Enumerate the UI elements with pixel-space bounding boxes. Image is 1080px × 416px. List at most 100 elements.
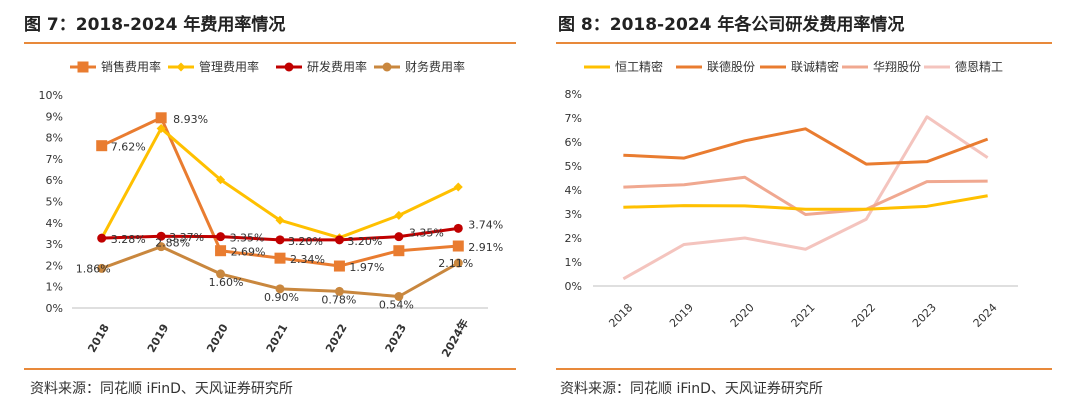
- legend-marker: [77, 61, 89, 73]
- x-tick-label: 2019: [145, 322, 172, 355]
- data-point: [393, 245, 405, 257]
- data-label: 2.88%: [155, 237, 190, 250]
- data-label: 2.11%: [438, 257, 473, 270]
- data-point: [97, 263, 107, 273]
- source-note: 资料来源：同花顺 iFinD、天风证券研究所: [560, 381, 823, 397]
- data-label: 3.35%: [409, 227, 444, 240]
- data-label: 3.20%: [347, 235, 382, 248]
- y-tick-label: 4%: [565, 184, 582, 197]
- legend-label: 管理费用率: [199, 59, 259, 74]
- x-tick-label: 2020: [728, 301, 757, 330]
- y-tick-label: 7%: [46, 153, 63, 166]
- legend-label: 恒工精密: [615, 59, 663, 74]
- data-point: [334, 235, 344, 245]
- data-point: [216, 175, 226, 185]
- data-label: 3.37%: [169, 231, 204, 244]
- data-point: [274, 252, 286, 264]
- right-figure-panel: 图 8：2018-2024 年各公司研发费用率情况 恒工精密 联德股份 联诚精密 华翔…: [548, 0, 1080, 416]
- source-rule: [556, 368, 1052, 370]
- data-point: [97, 233, 107, 243]
- legend-label: 联诚精密: [791, 59, 839, 74]
- data-label: 7.62%: [111, 141, 146, 154]
- figure-8-title: 图 8：2018-2024 年各公司研发费用率情况: [558, 15, 905, 35]
- data-label: 0.54%: [379, 298, 414, 311]
- y-tick-label: 0%: [46, 302, 63, 315]
- data-label: 2.69%: [231, 246, 266, 259]
- legend-marker: [284, 62, 294, 72]
- data-label: 1.60%: [209, 276, 244, 289]
- data-point: [216, 232, 226, 242]
- y-tick-label: 1%: [565, 256, 582, 269]
- series-line: [623, 175, 988, 216]
- data-point: [216, 269, 226, 279]
- legend-label: 联德股份: [707, 59, 755, 74]
- y-tick-label: 8%: [46, 132, 63, 145]
- data-point: [394, 291, 404, 301]
- series-line: [623, 127, 989, 166]
- y-tick-label: 9%: [46, 110, 63, 123]
- x-tick-label: 2024: [971, 301, 1000, 330]
- y-tick-label: 2%: [46, 259, 63, 272]
- data-point: [96, 140, 108, 152]
- x-tick-label: 2020: [204, 321, 231, 354]
- data-point: [453, 258, 463, 268]
- y-tick-label: 2%: [565, 232, 582, 245]
- data-label: 3.28%: [111, 233, 146, 246]
- left-figure-panel: 图 7：2018-2024 年费用率情况 销售费用率 管理费用率 研发费用率 财务费用…: [0, 0, 524, 416]
- data-label: 1.97%: [349, 261, 384, 274]
- title-underline: [24, 42, 516, 44]
- x-tick-label: 2022: [849, 301, 878, 330]
- data-label: 1.86%: [76, 262, 111, 275]
- y-tick-label: 10%: [39, 89, 63, 102]
- data-label: 2.34%: [290, 253, 325, 266]
- x-tick-label: 2018: [85, 322, 112, 355]
- legend-label: 销售费用率: [101, 59, 161, 74]
- legend-label: 华翔股份: [873, 60, 921, 74]
- y-tick-label: 1%: [46, 281, 63, 294]
- legend-label: 财务费用率: [405, 59, 465, 74]
- source-note: 资料来源：同花顺 iFinD、天风证券研究所: [30, 381, 293, 397]
- y-tick-label: 0%: [565, 280, 582, 293]
- rd-ratio-chart: 恒工精密 联德股份 联诚精密 华翔股份 德恩精工 0% 1% 2% 3% 4% 5% 6% 7% 8% 20…: [565, 59, 1018, 330]
- y-tick-label: 3%: [46, 238, 63, 251]
- data-label: 3.74%: [468, 218, 503, 231]
- y-tick-label: 5%: [46, 196, 63, 209]
- data-point: [453, 182, 463, 192]
- x-tick-label: 2021: [789, 301, 818, 330]
- x-tick-label: 2019: [667, 301, 696, 330]
- source-rule: [24, 368, 516, 370]
- data-label: 2.91%: [468, 241, 503, 254]
- x-tick-label: 2024年: [438, 316, 471, 359]
- y-tick-label: 6%: [565, 136, 582, 149]
- data-point: [452, 240, 464, 252]
- data-label: 3.20%: [288, 235, 323, 248]
- y-tick-label: 7%: [565, 112, 582, 125]
- data-point: [156, 231, 166, 241]
- y-tick-label: 4%: [46, 217, 63, 230]
- legend-label: 德恩精工: [955, 59, 1003, 74]
- data-point: [275, 235, 285, 245]
- series-line: [623, 194, 988, 211]
- data-point: [334, 286, 344, 296]
- data-point: [156, 242, 166, 252]
- legend-label: 研发费用率: [307, 59, 367, 74]
- title-underline: [556, 42, 1052, 44]
- y-tick-label: 5%: [565, 160, 582, 173]
- y-tick-label: 3%: [565, 208, 582, 221]
- series-line: [622, 115, 989, 281]
- data-point: [156, 123, 166, 133]
- data-point: [215, 245, 227, 257]
- data-point: [394, 232, 404, 242]
- y-tick-label: 8%: [565, 88, 582, 101]
- expense-ratio-chart: 销售费用率 管理费用率 研发费用率 财务费用率 0% 1% 2% 3% 4% 5% 6% 7% 8% 9%…: [39, 59, 504, 360]
- y-tick-label: 6%: [46, 174, 63, 187]
- x-tick-label: 2021: [264, 322, 291, 355]
- legend-marker: [176, 62, 186, 72]
- x-tick-label: 2023: [910, 301, 939, 330]
- data-point: [275, 284, 285, 294]
- data-label: 0.90%: [264, 291, 299, 304]
- data-label: 3.35%: [230, 232, 265, 245]
- data-point: [155, 112, 167, 124]
- data-point: [275, 215, 285, 225]
- data-point: [333, 260, 345, 272]
